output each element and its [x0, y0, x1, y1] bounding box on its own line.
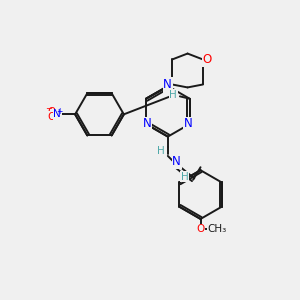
- Text: +: +: [56, 107, 63, 116]
- Text: O: O: [48, 107, 56, 117]
- Text: N: N: [184, 118, 193, 130]
- Text: N: N: [163, 78, 172, 91]
- Text: O: O: [196, 224, 205, 234]
- Text: H: H: [169, 90, 177, 100]
- Text: H: H: [181, 172, 189, 182]
- Text: N: N: [164, 80, 172, 93]
- Text: −: −: [45, 104, 52, 113]
- Text: N: N: [53, 109, 61, 119]
- Text: N: N: [143, 118, 152, 130]
- Text: O: O: [203, 53, 212, 66]
- Text: O: O: [48, 112, 56, 122]
- Text: H: H: [158, 146, 165, 156]
- Text: N: N: [172, 155, 181, 168]
- Text: CH₃: CH₃: [207, 224, 226, 234]
